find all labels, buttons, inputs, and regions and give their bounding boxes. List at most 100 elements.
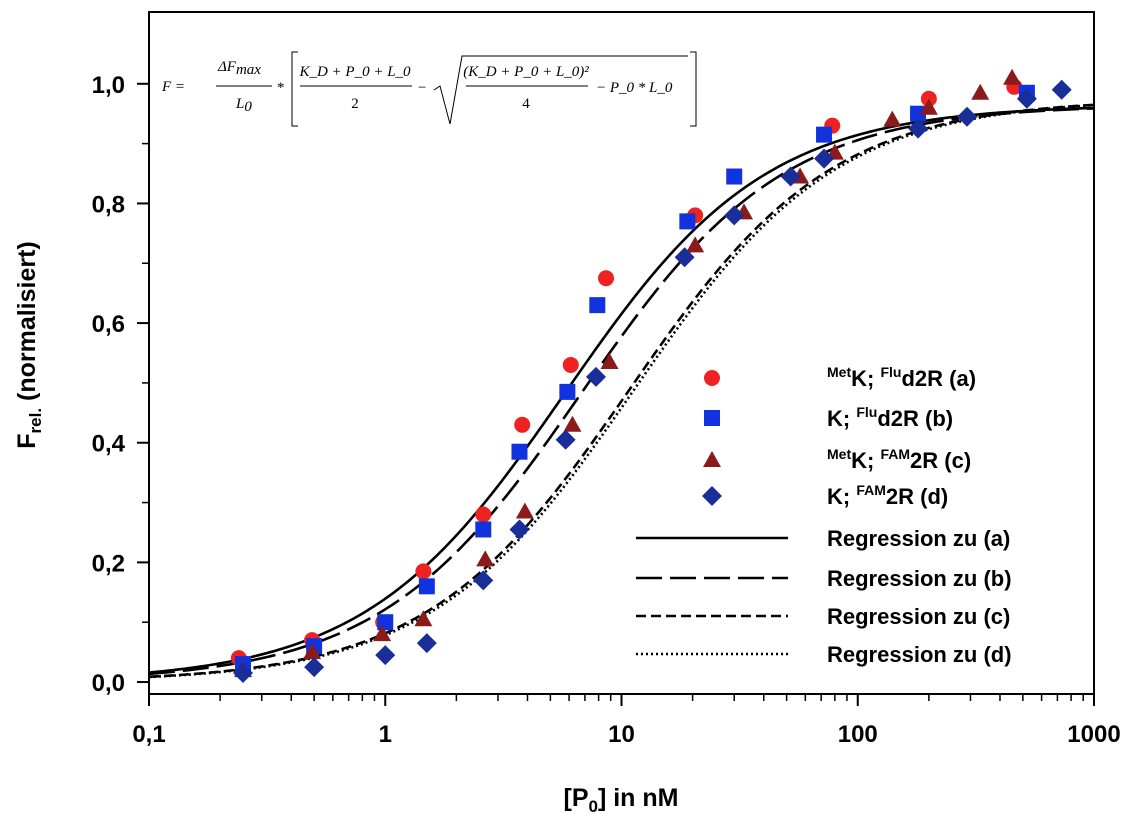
formula-bracket-right [690,51,697,127]
data-point-d [814,148,835,169]
data-point-a [415,563,432,580]
legend-sup2: FAM [880,446,910,462]
data-point-a [514,416,531,433]
plot-area [148,11,1095,695]
legend-rest: 2R (d) [886,484,948,509]
y-tick-label: 0,4 [92,431,126,458]
legend-item-reg-b: Regression zu (b) [636,566,1012,591]
y-tick-label: 0,0 [92,670,125,697]
data-point-d [780,166,801,187]
y-axis-title-main: F [13,433,41,448]
data-point-d [586,366,607,387]
x-tick-label: 0,1 [132,721,165,748]
formula-times: * [277,80,285,96]
formula-frac1-den-main: L [235,96,244,112]
data-point-b [418,578,435,595]
formula-lhs: F = [161,79,185,95]
legend-sup: Met [827,364,851,380]
legend-marker-c [703,451,721,467]
formula-frac1-den-sub: 0 [244,99,252,115]
data-point-c [1003,68,1022,85]
data-point-a [562,356,579,373]
data-point-d [956,106,977,127]
data-point-d [555,429,576,450]
x-axis-title-main: [P [564,784,589,812]
formula-frac3-den: 4 [522,96,530,112]
data-point-b [377,614,394,631]
x-axis: 0,1 1 10 100 1000 [P0] in nM [132,693,1121,814]
legend-item-d: K; FAM2R (d) [702,482,948,509]
legend-mid: K; [851,448,880,473]
x-tick-label: 100 [838,721,878,748]
legend-label-c: MetK; FAM2R (c) [827,446,971,473]
formula-frac1-den: L0 [235,96,252,115]
data-point-c [883,110,902,127]
formula-frac2-num: K_D + P_0 + L_0 [298,64,411,80]
data-point-d [375,645,396,666]
legend-item-b: K; Flud2R (b) [704,404,953,431]
regression-line-reg-d [148,103,1095,679]
formula-tail: − P_0 * L_0 [596,80,673,96]
x-ticks: 0,1 1 10 100 1000 [132,694,1121,748]
legend-item-reg-d: Regression zu (d) [636,642,1012,667]
data-point-d [674,247,695,268]
y-axis-title-sub: rel. [26,408,45,434]
legend-sup: Met [827,446,851,462]
data-point-d [473,570,494,591]
data-point-d [724,205,745,226]
data-point-c [414,610,433,627]
y-ticks: 0,0 0,2 0,4 0,6 0,8 1,0 [92,72,149,697]
data-point-c [563,415,582,432]
data-point-c [303,643,322,660]
y-tick-label: 0,8 [92,191,125,218]
data-point-d [416,633,437,654]
data-point-b [475,521,492,538]
formula-frac1-num: ΔFmax [217,59,261,78]
legend-marker-d [702,486,722,506]
formula-bracket-left [291,51,298,127]
formula-frac3-num: (K_D + P_0 + L_0)² [463,64,589,80]
y-axis-title: Frel. (normalisiert) [13,241,45,449]
data-point-b [816,126,833,143]
data-point-d [233,663,254,684]
data-point-b [589,297,606,314]
data-point-c [600,352,619,369]
data-point-d [908,118,929,139]
legend-mid: K; [851,366,880,391]
data-point-d [509,519,530,540]
legend-rest: 2R (c) [910,448,971,473]
x-tick-label: 10 [608,721,635,748]
legend-label-b: K; Flud2R (b) [827,404,953,431]
legend-marker-a [704,370,720,386]
legend-label-a: MetK; Flud2R (a) [827,364,976,391]
data-point-c [686,236,705,253]
formula-sqrt-sign [433,55,688,125]
legend-sup2: Flu [880,364,901,380]
y-tick-label: 1,0 [92,72,125,99]
data-point-c [919,98,938,115]
data-point-c [373,625,392,642]
data-point-b [679,213,696,230]
data-point-d [1051,79,1072,100]
legend-marker-b [704,410,720,426]
data-point-b [511,443,528,460]
y-tick-label: 0,2 [92,550,125,577]
data-point-a [598,270,615,287]
data-point-a [475,506,492,523]
data-point-d [304,657,325,678]
x-tick-label: 1 [379,721,392,748]
legend-label-reg-b: Regression zu (b) [827,566,1012,591]
legend-label-reg-d: Regression zu (d) [827,642,1012,667]
formula-frac2-den: 2 [351,96,359,112]
legend-label-reg-a: Regression zu (a) [827,526,1010,551]
data-markers [230,68,1072,684]
data-point-c [476,550,495,567]
legend-rest: d2R (a) [901,366,976,391]
legend-sup2: FAM [856,482,886,498]
x-axis-title: [P0] in nM [564,784,679,814]
legend-label-d: K; FAM2R (d) [827,482,948,509]
fit-formula: F = ΔFmax L0 * K_D + P_0 + L_0 2 − (K_D … [161,51,697,127]
y-axis-title-rest: (normalisiert) [13,241,41,408]
legend: MetK; Flud2R (a)K; Flud2R (b)MetK; FAM2R… [636,364,1012,667]
